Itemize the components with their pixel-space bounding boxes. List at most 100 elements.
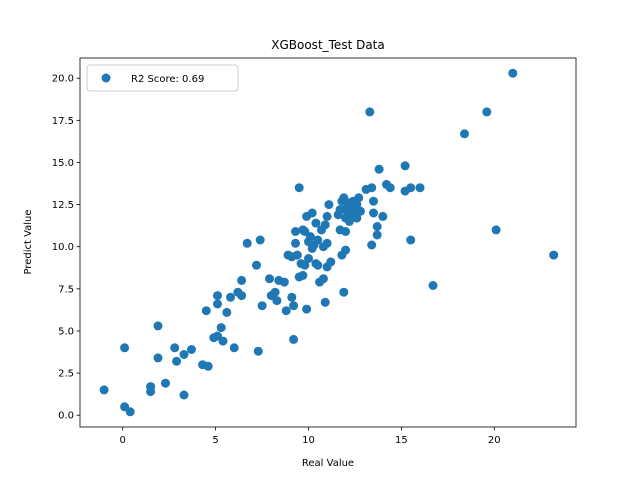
data-point	[252, 260, 261, 270]
data-point	[406, 235, 416, 245]
data-point	[222, 307, 232, 317]
data-point	[369, 208, 378, 218]
data-point	[237, 291, 247, 301]
data-point	[491, 225, 501, 235]
data-point	[307, 208, 317, 218]
x-tick-label: 10	[302, 435, 315, 446]
y-tick-label: 0.0	[58, 411, 74, 422]
data-point	[289, 301, 299, 311]
data-point	[372, 222, 382, 231]
data-point	[218, 336, 228, 346]
y-tick-label: 5.0	[58, 326, 74, 337]
data-point	[428, 281, 438, 290]
data-point	[120, 343, 130, 353]
legend: R2 Score: 0.69	[86, 64, 239, 92]
y-axis-ticks: 0.0 2.5 5.0 7.5 10.0 12.5 15.0 17.5 20.0	[52, 74, 80, 422]
data-point	[291, 227, 300, 236]
x-tick-label: 15	[395, 435, 408, 446]
data-point	[272, 296, 282, 306]
data-point	[279, 277, 289, 287]
legend-box	[86, 64, 239, 92]
data-point	[265, 274, 274, 284]
data-point	[374, 164, 384, 174]
y-tick-label: 15.0	[52, 158, 74, 169]
data-point	[125, 407, 135, 417]
y-axis-label: Predict Value	[23, 209, 34, 274]
data-point	[170, 343, 180, 353]
data-point	[341, 245, 351, 255]
data-point	[400, 161, 410, 171]
data-point	[406, 183, 416, 193]
data-point	[415, 183, 425, 193]
data-point	[201, 306, 211, 316]
x-axis-ticks: 0 5 10 15 20	[120, 427, 501, 446]
data-point	[482, 107, 492, 117]
data-point	[352, 213, 362, 223]
data-point	[324, 200, 334, 210]
data-point	[372, 230, 382, 240]
data-point	[213, 299, 222, 309]
data-point	[508, 68, 518, 78]
data-point	[294, 183, 304, 193]
y-tick-label: 7.5	[58, 284, 74, 295]
data-point	[179, 390, 189, 400]
data-point	[298, 270, 308, 280]
data-point	[203, 361, 213, 371]
y-tick-label: 10.0	[52, 242, 74, 253]
data-point	[335, 205, 345, 215]
data-point	[356, 206, 365, 216]
data-point	[344, 216, 354, 226]
y-tick-label: 12.5	[52, 200, 74, 211]
data-point	[313, 260, 323, 270]
data-point	[320, 220, 330, 230]
data-point	[367, 240, 377, 250]
data-point	[304, 254, 313, 263]
plot-frame	[79, 57, 577, 428]
legend-marker	[101, 73, 111, 83]
data-point	[313, 235, 323, 245]
data-point	[549, 250, 559, 260]
data-point	[352, 200, 362, 210]
data-point	[161, 378, 170, 388]
x-tick-label: 0	[120, 435, 126, 446]
data-points	[99, 68, 559, 417]
data-point	[153, 353, 163, 363]
data-point	[339, 287, 349, 297]
y-tick-label: 2.5	[58, 369, 74, 380]
data-point	[322, 238, 332, 248]
data-point	[213, 291, 222, 301]
data-point	[302, 304, 312, 314]
data-point	[287, 292, 297, 302]
data-point	[292, 250, 302, 260]
data-point	[289, 334, 299, 344]
data-point	[385, 183, 395, 193]
data-point	[172, 356, 182, 366]
data-point	[369, 196, 378, 206]
data-point	[281, 306, 291, 316]
x-tick-label: 5	[212, 435, 218, 446]
data-point	[153, 321, 163, 331]
data-point	[99, 385, 109, 395]
chart-title: XGBoost_Test Data	[271, 38, 385, 52]
data-point	[322, 211, 332, 221]
data-point	[341, 227, 351, 236]
data-point	[320, 297, 330, 307]
data-point	[378, 211, 388, 221]
data-point	[253, 346, 263, 356]
data-point	[257, 301, 267, 311]
data-point	[242, 238, 252, 248]
data-point	[305, 232, 315, 242]
data-point	[237, 275, 247, 285]
data-point	[179, 350, 189, 359]
data-point	[311, 218, 321, 228]
data-point	[300, 260, 310, 270]
data-point	[146, 382, 156, 392]
legend-label: R2 Score: 0.69	[131, 74, 204, 85]
data-point	[226, 292, 235, 302]
data-point	[460, 129, 469, 139]
data-point	[365, 107, 375, 117]
data-point	[187, 345, 196, 354]
data-point	[291, 238, 300, 248]
x-axis-label: Real Value	[302, 458, 354, 469]
